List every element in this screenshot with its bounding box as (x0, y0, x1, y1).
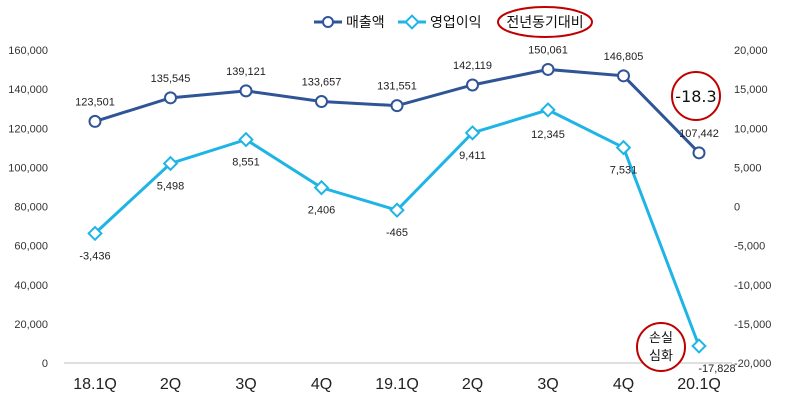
sales-data-label: 135,545 (151, 73, 191, 85)
x-tick-label: 18.1Q (73, 376, 117, 393)
y-right-tick-label: 0 (734, 202, 740, 214)
y-right-tick-label: -5,000 (734, 241, 765, 253)
annotation-loss-circle (636, 322, 686, 372)
y-right-tick-label: 10,000 (734, 123, 768, 135)
sales-point (239, 84, 253, 98)
x-tick-label: 20.1Q (677, 376, 721, 393)
y-right-tick-label: -20,000 (734, 358, 771, 370)
profit-data-label: 9,411 (459, 150, 486, 162)
annotation-sales-change-circle (671, 71, 721, 121)
sales-data-label: 146,805 (604, 51, 644, 63)
y-left-tick-label: 60,000 (14, 241, 48, 253)
annotation-sales-change-text: -18.3 (675, 87, 716, 106)
y-left-tick-label: 160,000 (8, 45, 48, 57)
y-left-tick-label: 120,000 (8, 123, 48, 135)
sales-data-label: 139,121 (226, 66, 266, 78)
sales-data-label: 107,442 (679, 128, 719, 140)
x-tick-label: 19.1Q (375, 376, 419, 393)
sales-point (390, 99, 404, 113)
data-labels: 123,501 135,545 139,121 133,657 131,551 142,1… (75, 44, 736, 375)
sales-point (164, 91, 177, 105)
profit-point (238, 131, 254, 148)
profit-point (540, 102, 556, 118)
y-left-tick-label: 100,000 (8, 162, 48, 174)
x-tick-label: 2Q (462, 376, 483, 393)
legend-yoy-label: 전년동기대비 (506, 15, 583, 31)
x-tick-label: 3Q (235, 376, 256, 393)
profit-data-label: -17,828 (698, 363, 735, 375)
profit-data-label: 2,406 (308, 205, 336, 217)
profit-data-label: 8,551 (232, 157, 260, 169)
profit-point (691, 338, 707, 354)
annotation-loss: 손실 심화 (636, 322, 686, 372)
sales-point (88, 114, 102, 128)
profit-data-label: -465 (386, 227, 408, 239)
y-right-tick-label: -15,000 (734, 319, 771, 331)
profit-data-label: 12,345 (531, 129, 565, 141)
sales-point (541, 62, 555, 76)
profit-point (87, 225, 103, 242)
y-left-tick-label: 20,000 (14, 319, 48, 331)
y-right-tick-label: 15,000 (734, 84, 768, 96)
sales-point (692, 146, 706, 160)
sales-data-label: 123,501 (75, 96, 115, 108)
series-layer (87, 62, 707, 354)
y-right-tick-label: 20,000 (734, 45, 768, 57)
legend-yoy-circle (497, 6, 593, 38)
y-left-tick-label: 0 (42, 358, 48, 370)
legend-label-sales: 매출액 (346, 15, 385, 31)
profit-data-label: 5,498 (157, 180, 185, 192)
y-left-tick-label: 40,000 (14, 280, 48, 292)
annotation-sales-change: -18.3 (671, 71, 721, 121)
sales-point (466, 78, 479, 92)
sales-point (315, 95, 328, 109)
x-tick-label: 2Q (160, 376, 181, 393)
legend-label-profit: 영업이익 (430, 15, 482, 31)
sales-data-label: 150,061 (528, 44, 568, 56)
x-tick-label: 4Q (613, 376, 634, 393)
profit-point (313, 179, 330, 196)
y-left-tick-label: 80,000 (14, 202, 48, 214)
y-left-tick-label: 140,000 (8, 84, 48, 96)
legend: 매출액 영업이익 전년동기대비 (314, 6, 593, 38)
profit-point (162, 155, 179, 172)
axes: 0 -20,000 20,000 -15,000 40,000 -10,000 60,000… (8, 45, 771, 393)
y-right-tick-label: -10,000 (734, 280, 771, 292)
profit-data-label: 7,531 (610, 165, 638, 177)
sales-data-label: 142,119 (453, 60, 492, 72)
annotation-loss-line1: 손실 (649, 331, 673, 346)
sales-point (617, 69, 630, 83)
sales-data-label: 131,551 (377, 81, 417, 93)
legend-marker-profit (404, 14, 420, 30)
x-tick-label: 4Q (311, 376, 332, 393)
profit-data-label: -3,436 (79, 250, 110, 262)
annotation-loss-line2: 심화 (649, 349, 673, 364)
sales-data-label: 133,657 (302, 77, 342, 89)
profit-point (389, 202, 405, 218)
y-right-tick-label: 5,000 (734, 162, 762, 174)
profit-point (464, 125, 481, 141)
x-tick-label: 3Q (537, 376, 558, 393)
profit-point (615, 139, 632, 156)
legend-marker-sales (322, 16, 334, 28)
